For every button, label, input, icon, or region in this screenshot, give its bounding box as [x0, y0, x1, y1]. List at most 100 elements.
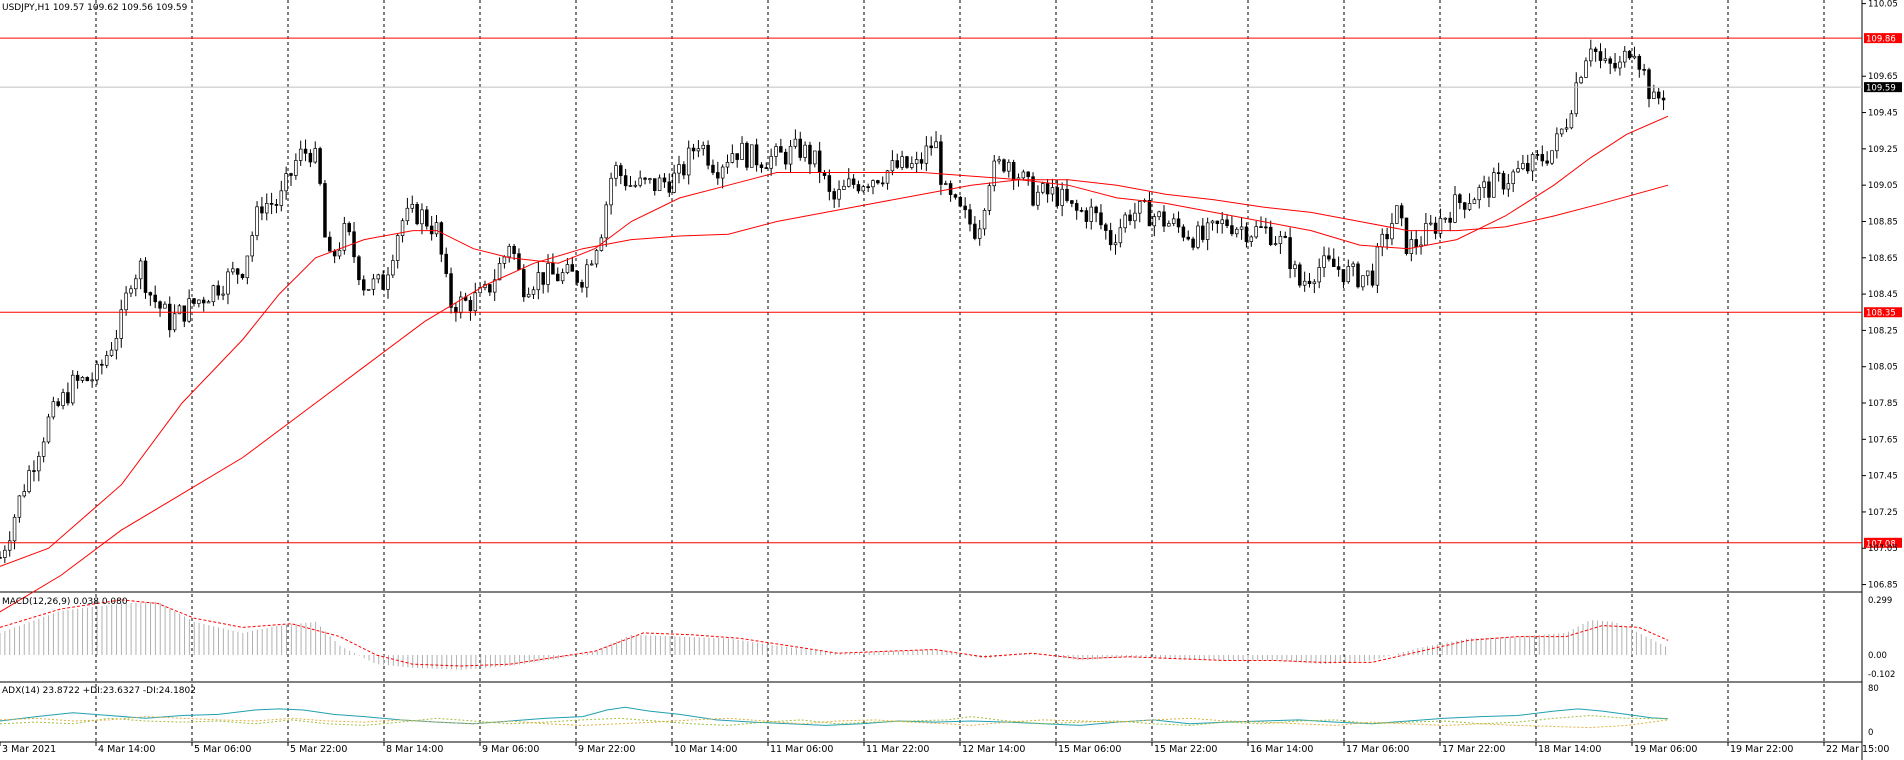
candle-body: [1079, 210, 1084, 212]
time-label: 17 Mar 06:00: [1346, 744, 1409, 755]
candle-body: [1530, 154, 1535, 172]
candle-body: [497, 263, 502, 281]
candle-body: [1181, 226, 1186, 238]
candle-body: [851, 178, 856, 185]
candle-body: [216, 285, 221, 296]
candle-body: [1448, 217, 1452, 223]
candle-body: [716, 172, 720, 179]
candle-body: [686, 147, 691, 176]
candle-body: [764, 167, 769, 169]
candle-body: [662, 177, 667, 183]
candle-body: [648, 178, 652, 180]
candle-body: [129, 288, 133, 294]
time-label: 17 Mar 22:00: [1442, 744, 1505, 755]
candle-body: [148, 292, 153, 296]
candle-body: [1375, 246, 1380, 286]
candle-body: [939, 141, 943, 185]
candle-body: [1428, 222, 1433, 225]
candle-body: [788, 145, 793, 165]
candle-body: [177, 305, 182, 315]
level-label-bg: [1864, 307, 1902, 318]
candle-body: [1084, 210, 1089, 222]
adx-main-line: [0, 706, 1669, 726]
candle-body: [1021, 171, 1026, 179]
candle-body: [420, 209, 424, 225]
time-label: 11 Mar 22:00: [866, 744, 929, 755]
candle-body: [1550, 150, 1554, 164]
candle-body: [1215, 220, 1220, 224]
candle-body: [1603, 58, 1608, 61]
candle-body: [628, 185, 633, 187]
price-tick-label: 109.25: [1868, 145, 1898, 155]
candle-body: [968, 209, 972, 225]
candle-body: [357, 256, 361, 281]
price-tick-label: 107.05: [1868, 544, 1898, 554]
candle-body: [541, 272, 545, 285]
candle-body: [871, 180, 875, 188]
candle-body: [7, 540, 12, 551]
candle-body: [691, 147, 696, 152]
candle-body: [1356, 263, 1360, 288]
candle-body: [992, 160, 996, 187]
candle-body: [61, 392, 65, 406]
candle-body: [32, 470, 36, 472]
candle-body: [769, 155, 773, 169]
candle-body: [1501, 173, 1506, 190]
candle-body: [158, 301, 162, 309]
candle-body: [473, 292, 478, 312]
candle-body: [138, 260, 143, 280]
candle-body: [1327, 255, 1331, 260]
candle-body: [987, 185, 992, 211]
candle-body: [1031, 176, 1035, 206]
candle-body: [740, 142, 744, 160]
candle-body: [963, 205, 967, 211]
candle-body: [478, 287, 482, 294]
candle-body: [114, 338, 119, 351]
time-label: 19 Mar 22:00: [1730, 744, 1793, 755]
candle-body: [1438, 218, 1443, 234]
candle-body: [37, 455, 41, 472]
candle-body: [779, 146, 783, 153]
candle-body: [391, 260, 395, 276]
candle-body: [652, 178, 657, 192]
candle-body: [1104, 224, 1108, 231]
candle-body: [531, 289, 536, 295]
candle-body: [362, 279, 366, 291]
candle-body: [492, 279, 497, 293]
candle-body: [303, 148, 308, 154]
candle-body: [342, 223, 347, 251]
level-label-bg: [1864, 33, 1902, 44]
candle-body: [51, 401, 56, 418]
candle-body: [1094, 206, 1098, 214]
time-label: 8 Mar 14:00: [386, 744, 443, 755]
candle-body: [22, 491, 27, 497]
candle-body: [982, 210, 987, 230]
candle-body: [876, 180, 880, 184]
time-label: 4 Mar 14:00: [98, 744, 155, 755]
candle-body: [783, 151, 788, 165]
current-price-bg: [1864, 82, 1902, 93]
candle-body: [17, 495, 22, 518]
candle-body: [172, 313, 177, 331]
candle-body: [914, 159, 919, 164]
candle-body: [265, 203, 269, 214]
candle-body: [298, 148, 303, 161]
candle-body: [1026, 171, 1030, 178]
candle-body: [1225, 219, 1229, 226]
candle-body: [1234, 228, 1239, 235]
candle-body: [1201, 225, 1205, 240]
candle-body: [1472, 199, 1477, 204]
candle-body: [546, 263, 550, 285]
candle-body: [856, 184, 861, 192]
price-tick-label: 107.45: [1868, 472, 1898, 482]
candle-body: [1414, 239, 1418, 247]
candle-body: [958, 196, 963, 207]
candle-body: [119, 309, 123, 339]
candle-body: [1482, 181, 1486, 188]
candle-body: [313, 148, 318, 163]
price-tick-label: 108.45: [1868, 290, 1898, 300]
candle-body: [682, 164, 686, 176]
candle-body: [1123, 214, 1127, 229]
